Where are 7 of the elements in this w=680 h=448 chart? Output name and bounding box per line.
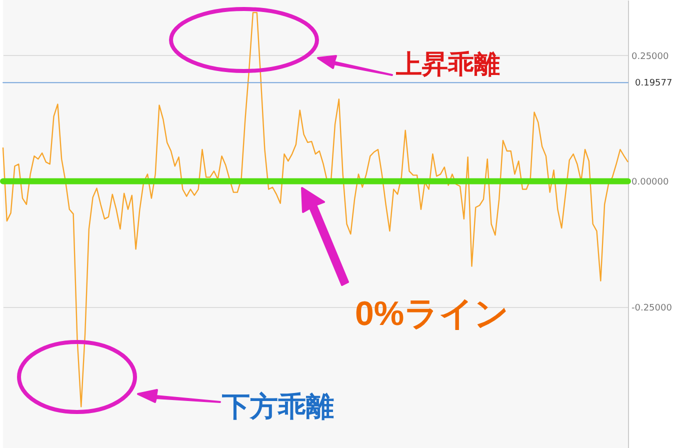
- y-tick-label: 0.25000: [632, 52, 669, 62]
- ref-line-label: 0.19577: [635, 78, 672, 89]
- y-tick-label: -0.25000: [632, 304, 672, 314]
- y-tick-label: 0.00000: [632, 178, 669, 188]
- annotation: 0%ライン: [355, 295, 510, 333]
- annotation: 下方乖離: [221, 391, 334, 422]
- annotation: 上昇乖離: [395, 49, 500, 79]
